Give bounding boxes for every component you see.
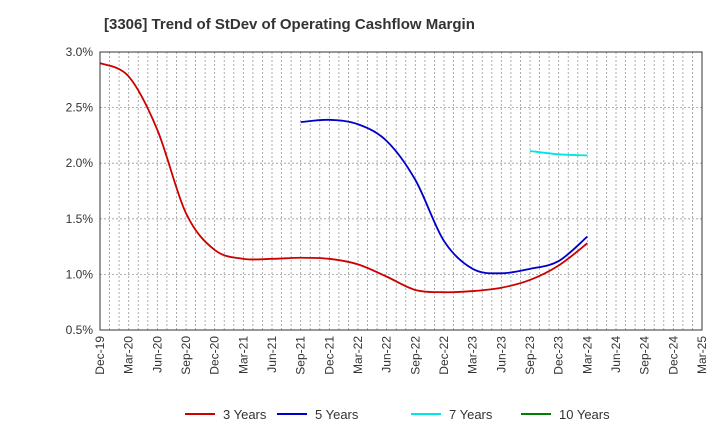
series-line-1 (300, 118, 588, 275)
y-tick-label: 1.0% (66, 267, 94, 281)
x-tick-label: Dec-19 (93, 336, 107, 375)
x-tick-label: Jun-21 (265, 336, 279, 373)
x-tick-label: Mar-25 (695, 336, 709, 374)
x-tick-label: Mar-24 (580, 336, 594, 374)
plot-frame (99, 51, 703, 331)
x-tick-label: Sep-21 (294, 336, 308, 375)
x-tick-label: Dec-21 (322, 336, 336, 375)
chart-title: [3306] Trend of StDev of Operating Cashf… (104, 16, 475, 33)
legend-label: 10 Years (559, 407, 610, 422)
y-axis-ticks: 0.5% 1.0% 1.5% 2.0% 2.5% 3.0% (66, 45, 94, 337)
y-tick-label: 3.0% (66, 45, 94, 59)
legend-label: 5 Years (315, 407, 359, 422)
y-tick-label: 0.5% (66, 323, 94, 337)
x-tick-label: Sep-22 (408, 336, 422, 375)
x-tick-label: Sep-24 (638, 336, 652, 375)
grid-lines (99, 51, 703, 331)
x-tick-label: Sep-20 (179, 336, 193, 375)
x-tick-label: Sep-23 (523, 336, 537, 375)
x-tick-label: Jun-24 (609, 336, 623, 373)
y-tick-label: 2.5% (66, 101, 94, 115)
x-tick-label: Dec-22 (437, 336, 451, 375)
series-lines (99, 62, 588, 294)
x-tick-label: Mar-21 (236, 336, 250, 374)
x-tick-label: Dec-23 (552, 336, 566, 375)
legend-label: 7 Years (449, 407, 493, 422)
x-tick-label: Jun-22 (380, 336, 394, 373)
x-tick-label: Jun-23 (494, 336, 508, 373)
y-tick-label: 1.5% (66, 212, 94, 226)
x-tick-label: Jun-20 (150, 336, 164, 373)
y-tick-label: 2.0% (66, 156, 94, 170)
x-tick-label: Dec-20 (208, 336, 222, 375)
x-tick-label: Mar-20 (122, 336, 136, 374)
x-tick-label: Mar-23 (466, 336, 480, 374)
legend-label: 3 Years (223, 407, 267, 422)
x-axis-ticks: Dec-19 Mar-20 Jun-20 Sep-20 Dec-20 Mar-21 Jun-… (93, 336, 709, 375)
legend: 3 Years 5 Years 7 Years 10 Years (185, 407, 610, 422)
series-line-2 (529, 150, 588, 157)
x-tick-label: Mar-22 (351, 336, 365, 374)
series-line-0 (99, 62, 588, 294)
x-tick-label: Dec-24 (666, 336, 680, 375)
